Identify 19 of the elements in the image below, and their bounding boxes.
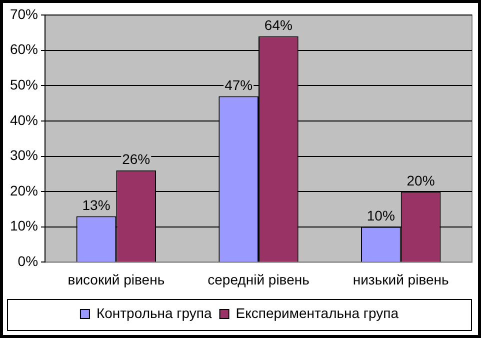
data-label: 13% <box>82 197 110 214</box>
legend-label: Контрольна група <box>96 304 212 321</box>
data-label: 47% <box>224 77 253 94</box>
x-tick-label: середній рівень <box>208 271 310 288</box>
data-label: 26% <box>122 151 150 168</box>
y-tick-label: 30% <box>10 147 38 164</box>
data-label: 64% <box>264 17 292 34</box>
data-label: 10% <box>366 208 395 224</box>
x-tick-label: низький рівень <box>352 271 449 288</box>
x-tick-label: високий рівень <box>68 271 165 288</box>
y-tick-label: 0% <box>18 253 38 270</box>
data-label: 20% <box>406 172 435 188</box>
y-tick-label: 20% <box>10 182 38 198</box>
y-tick-label: 60% <box>10 41 38 58</box>
y-tick-label: 50% <box>10 76 38 92</box>
y-tick-label: 10% <box>10 218 38 234</box>
y-tick-label: 40% <box>10 112 38 128</box>
legend-label: Експериментальна група <box>236 304 399 321</box>
y-tick-label: 70% <box>10 6 38 22</box>
